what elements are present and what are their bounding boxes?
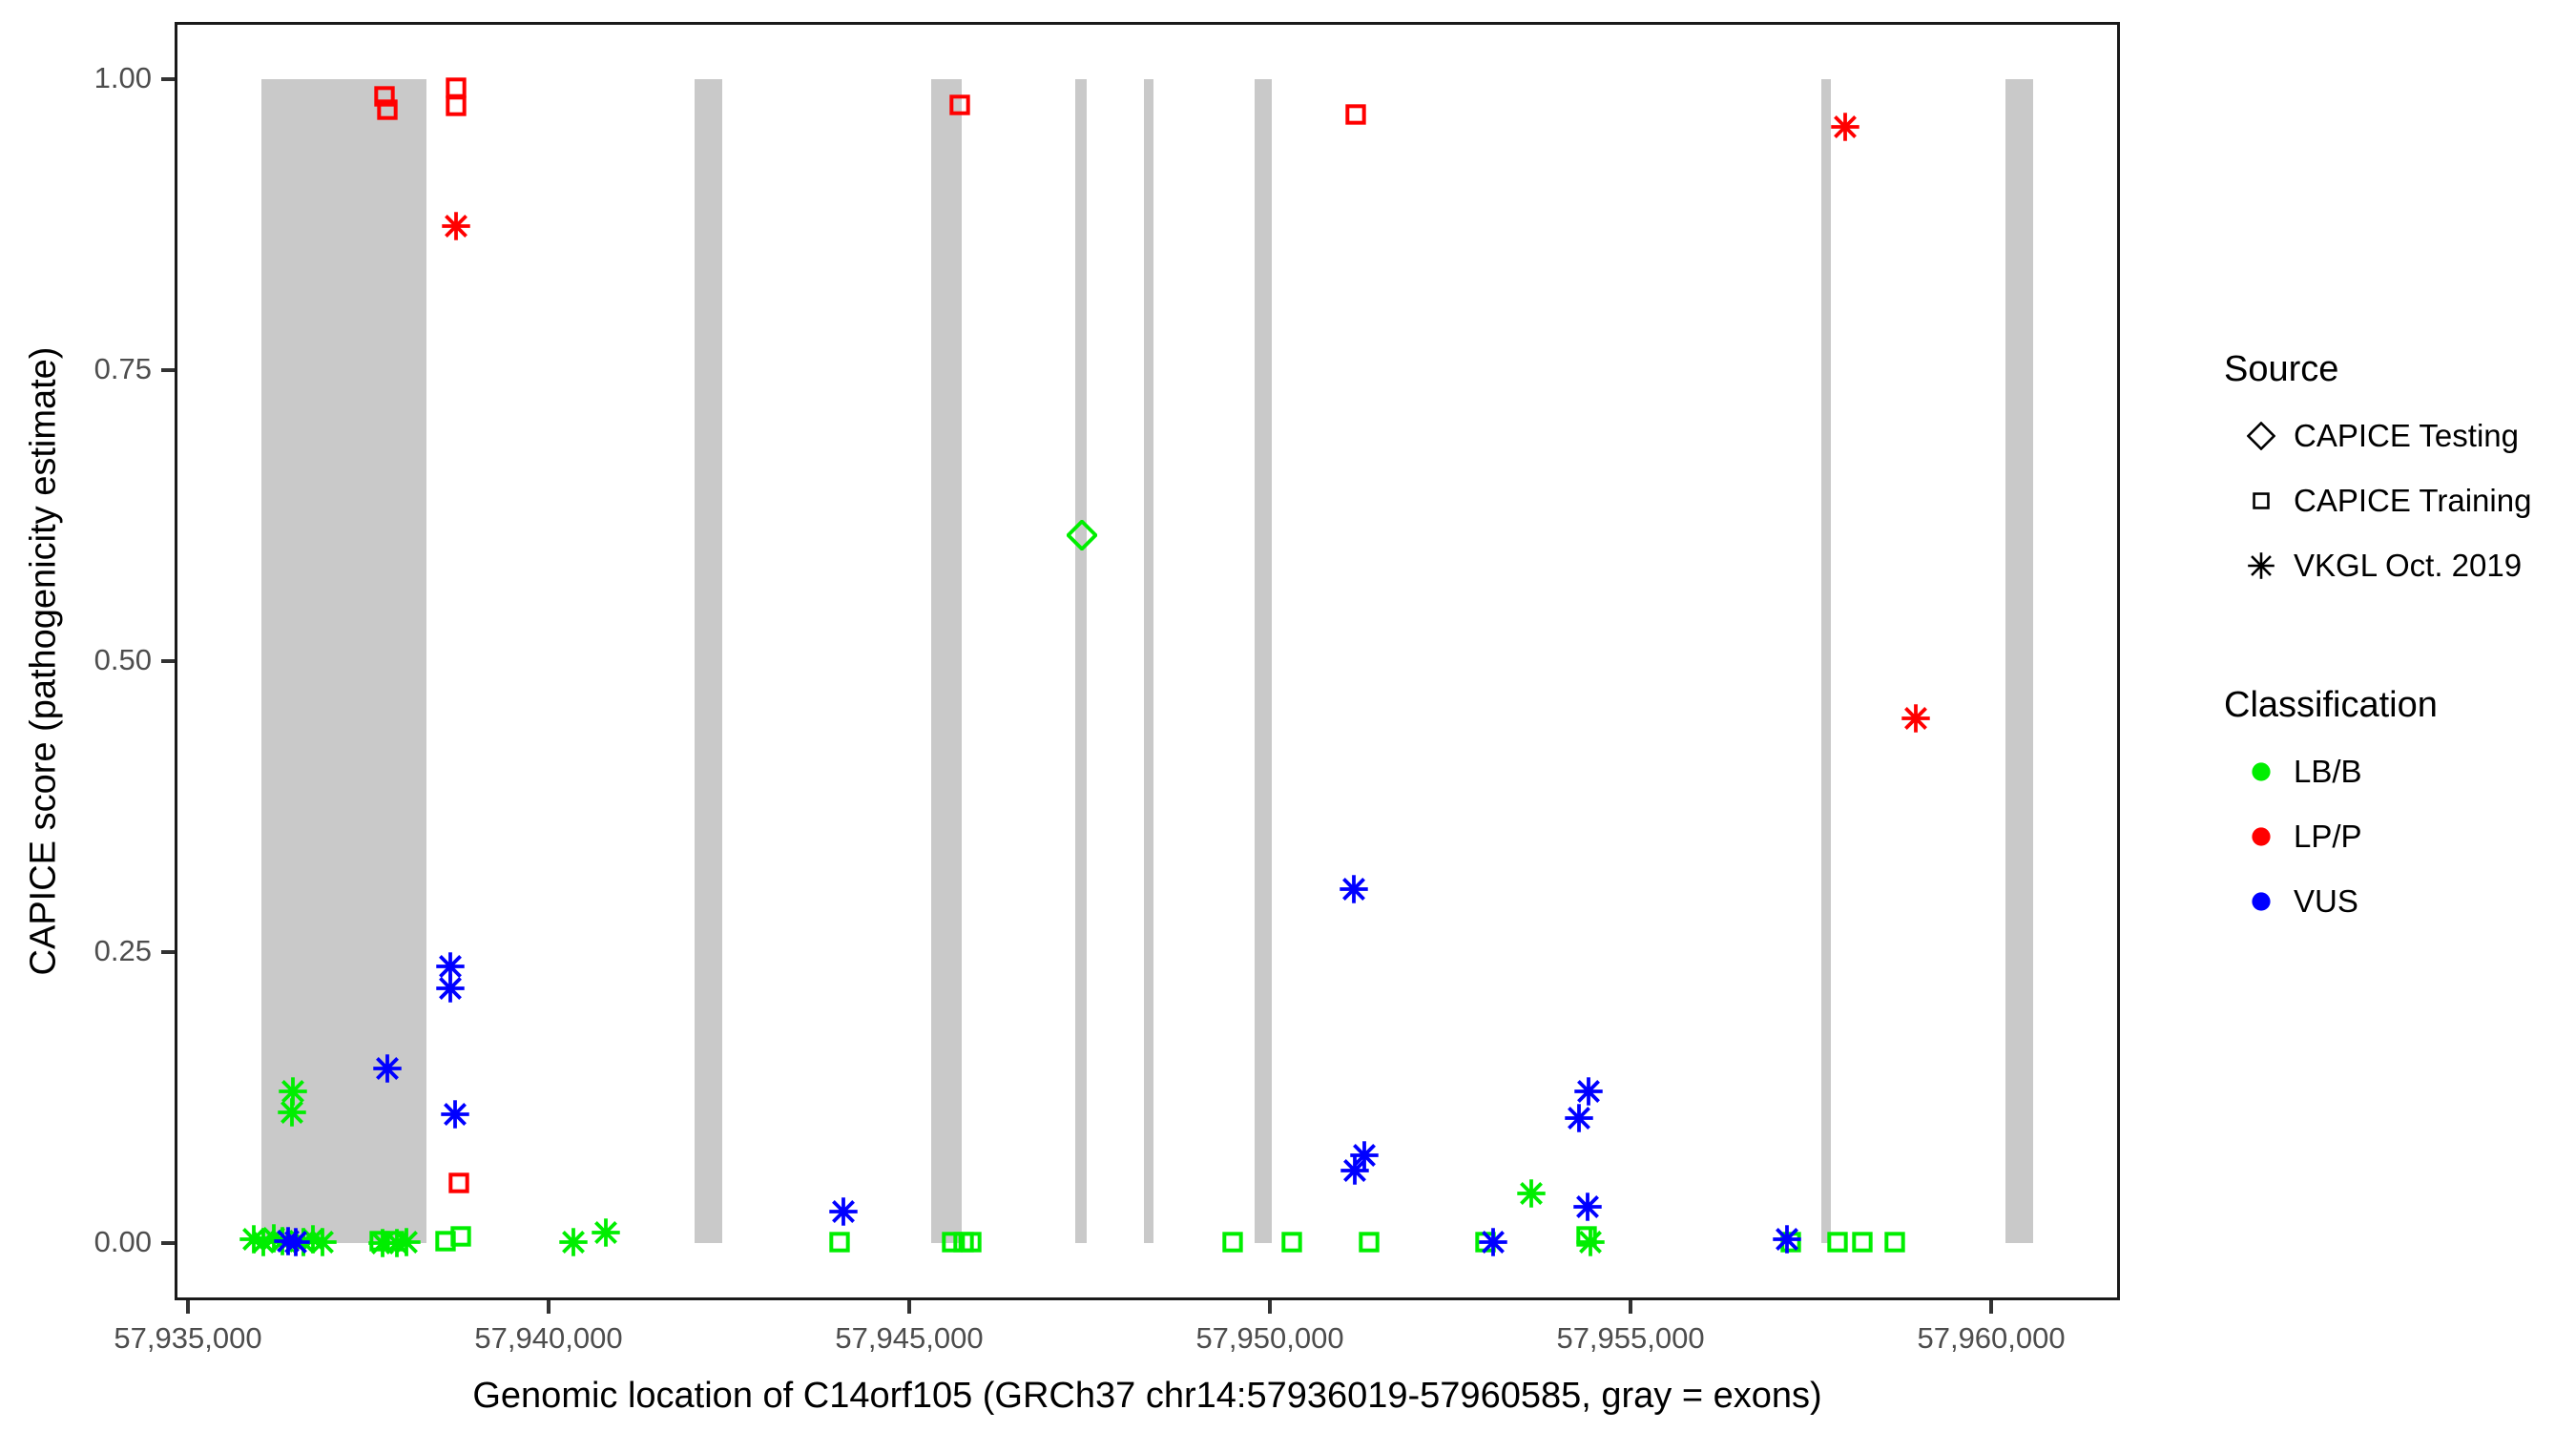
x-axis-tick-label: 57,960,000: [1917, 1321, 2066, 1355]
data-point-asterisk: [1350, 1141, 1379, 1171]
data-point-square: [435, 1230, 456, 1252]
square-icon: [2242, 489, 2280, 512]
diamond-icon: [2242, 422, 2280, 450]
data-point-square: [1281, 1232, 1302, 1253]
data-point-asterisk: [1517, 1178, 1546, 1208]
data-point-asterisk: [592, 1218, 620, 1247]
legend-item-square: CAPICE Training: [2242, 478, 2531, 524]
exon-band: [695, 79, 722, 1243]
exon-band: [1144, 79, 1153, 1243]
data-point-square: [1576, 1225, 1597, 1247]
data-point-square: [1884, 1232, 1905, 1253]
data-point-square: [1222, 1232, 1243, 1253]
legend-item-label: VUS: [2294, 883, 2358, 919]
data-point-asterisk: [829, 1197, 858, 1226]
data-point-square: [450, 1225, 471, 1247]
x-axis-tick-label: 57,940,000: [474, 1321, 623, 1355]
legend-item-label: LB/B: [2294, 754, 2362, 789]
data-point-asterisk: [1565, 1104, 1593, 1133]
data-point-asterisk: [1831, 113, 1859, 141]
x-axis-tick-label: 57,935,000: [114, 1321, 262, 1355]
y-axis-title: CAPICE score (pathogenicity estimate): [23, 346, 64, 976]
data-point-asterisk: [442, 212, 470, 240]
data-point-square: [1780, 1232, 1801, 1253]
y-axis-tick-label: 0.75: [93, 352, 152, 385]
color-dot-icon: [2242, 886, 2280, 917]
legend-item-label: CAPICE Training: [2294, 483, 2532, 518]
data-point-asterisk: [441, 1099, 469, 1129]
legend-item-asterisk: VKGL Oct. 2019: [2242, 543, 2522, 589]
x-axis-tick: [1629, 1300, 1633, 1314]
asterisk-icon: [2242, 551, 2280, 580]
x-axis-tick: [185, 1300, 190, 1314]
data-point-asterisk: [436, 974, 465, 1003]
data-point-asterisk: [1574, 1077, 1603, 1107]
data-point-asterisk: [1773, 1225, 1801, 1255]
data-point-asterisk: [436, 951, 465, 981]
data-point-asterisk: [1340, 875, 1368, 903]
data-point-square: [1359, 1232, 1380, 1253]
y-axis-tick: [161, 368, 175, 372]
y-axis-tick: [161, 77, 175, 82]
y-axis-tick-label: 0.00: [93, 1224, 152, 1258]
color-dot-icon: [2242, 757, 2280, 787]
color-dot-icon: [2242, 821, 2280, 852]
y-axis-tick-label: 0.25: [93, 933, 152, 967]
data-point-square: [1475, 1232, 1496, 1253]
x-axis-tick: [1268, 1300, 1273, 1314]
x-axis-tick: [1989, 1300, 1994, 1314]
exon-band: [261, 79, 426, 1243]
exon-band: [930, 79, 963, 1243]
data-point-asterisk: [1340, 1156, 1369, 1186]
data-point-asterisk: [1479, 1228, 1507, 1256]
data-point-square: [1345, 103, 1366, 125]
data-point-asterisk: [1573, 1192, 1602, 1221]
legend-item-label: CAPICE Testing: [2294, 418, 2519, 453]
x-axis-tick-label: 57,950,000: [1195, 1321, 1344, 1355]
x-axis-tick-label: 57,945,000: [835, 1321, 984, 1355]
y-axis-tick-label: 1.00: [93, 61, 152, 95]
data-point-square: [1852, 1232, 1873, 1253]
legend-item-diamond: CAPICE Testing: [2242, 413, 2519, 459]
legend-item-label: LP/P: [2294, 819, 2362, 854]
data-point-square: [446, 95, 467, 116]
x-axis-tick: [546, 1300, 551, 1314]
y-axis-tick: [161, 949, 175, 954]
data-point-asterisk: [1576, 1228, 1605, 1256]
data-point-asterisk: [559, 1228, 588, 1256]
legend-item-vus: VUS: [2242, 879, 2358, 924]
exon-band: [1254, 79, 1272, 1243]
data-point-square: [446, 76, 467, 98]
y-axis-tick-label: 0.50: [93, 643, 152, 676]
data-point-square: [829, 1232, 850, 1253]
y-axis-tick: [161, 1240, 175, 1245]
exon-band: [1075, 79, 1087, 1243]
data-point-square: [448, 1172, 469, 1193]
x-axis-title: Genomic location of C14orf105 (GRCh37 ch…: [472, 1376, 1822, 1416]
y-axis-tick: [161, 659, 175, 663]
legend-item-lb-b: LB/B: [2242, 749, 2362, 795]
exon-band: [2005, 79, 2034, 1243]
legend-classification-title: Classification: [2224, 685, 2438, 725]
legend-source-title: Source: [2224, 349, 2339, 389]
legend-item-lp-p: LP/P: [2242, 814, 2362, 860]
legend-item-label: VKGL Oct. 2019: [2294, 548, 2523, 583]
data-point-asterisk: [1901, 704, 1930, 733]
x-axis-tick-label: 57,955,000: [1556, 1321, 1705, 1355]
exon-band: [1821, 79, 1832, 1243]
x-axis-tick: [907, 1300, 911, 1314]
data-point-square: [961, 1232, 982, 1253]
